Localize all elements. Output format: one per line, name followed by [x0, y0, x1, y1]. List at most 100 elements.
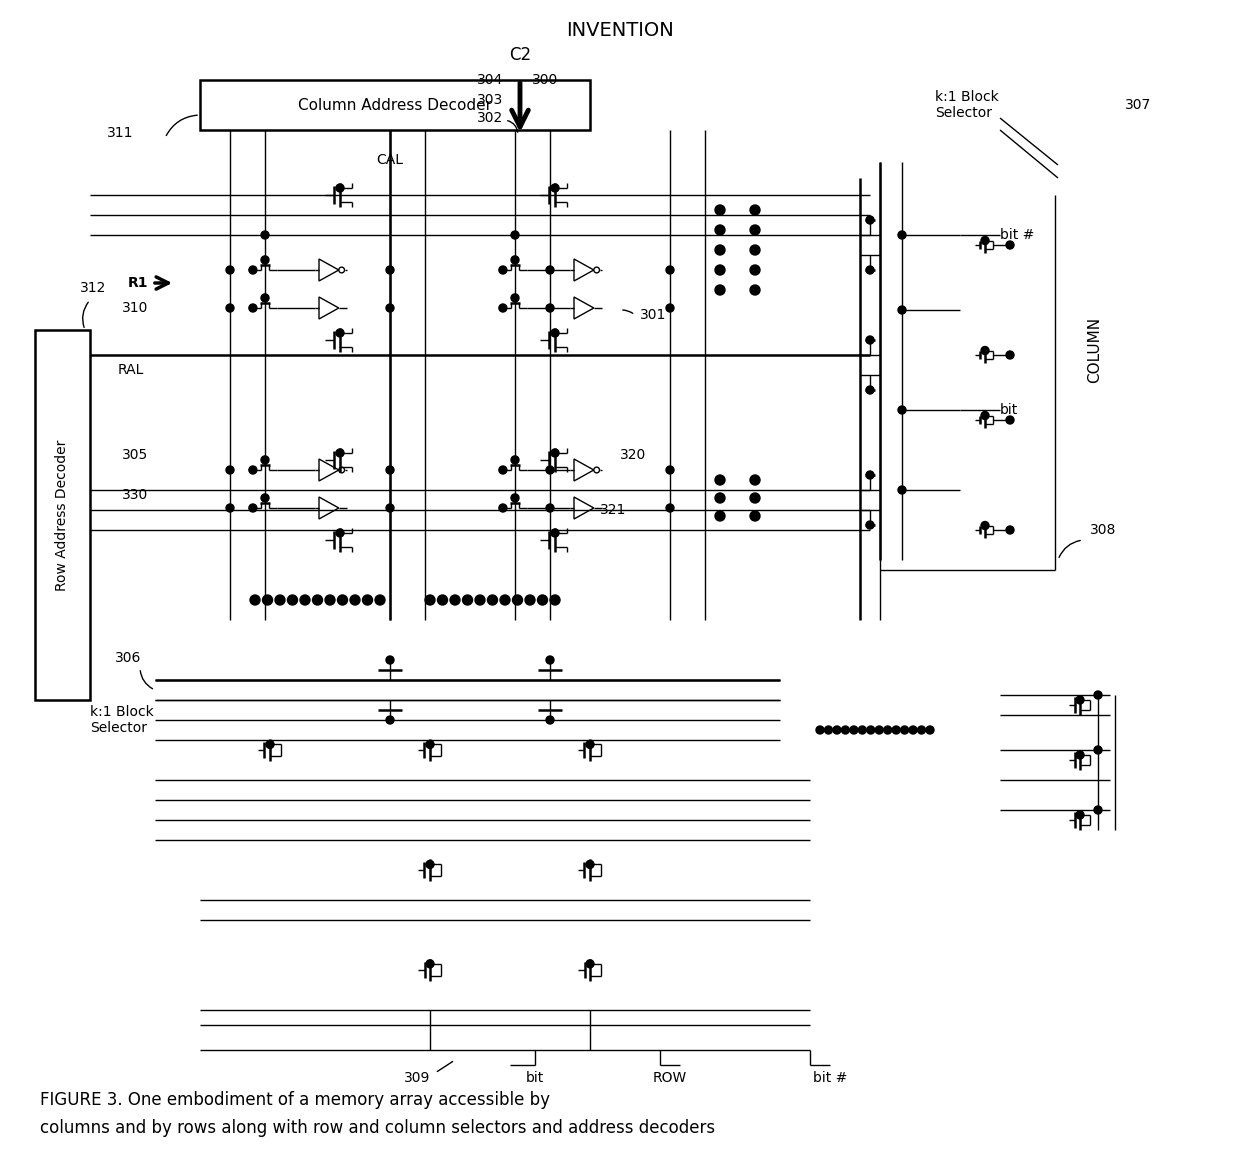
Circle shape	[715, 264, 725, 275]
Circle shape	[260, 294, 269, 302]
Circle shape	[249, 266, 257, 274]
Text: 320: 320	[620, 448, 646, 462]
Circle shape	[816, 727, 825, 734]
Circle shape	[1076, 811, 1084, 819]
Circle shape	[249, 304, 257, 312]
Circle shape	[350, 596, 360, 605]
Circle shape	[336, 329, 343, 337]
Circle shape	[551, 449, 559, 457]
Circle shape	[267, 741, 274, 749]
Circle shape	[498, 504, 507, 512]
Circle shape	[918, 727, 925, 734]
Circle shape	[425, 596, 435, 605]
Circle shape	[500, 596, 510, 605]
Text: INVENTION: INVENTION	[567, 21, 673, 40]
Circle shape	[715, 205, 725, 215]
Circle shape	[551, 529, 559, 537]
FancyArrowPatch shape	[1059, 541, 1080, 557]
Text: 300: 300	[532, 73, 558, 87]
Circle shape	[511, 456, 520, 463]
Circle shape	[1094, 691, 1102, 698]
Circle shape	[666, 304, 675, 312]
Circle shape	[715, 285, 725, 295]
Circle shape	[875, 727, 883, 734]
Text: 304: 304	[477, 73, 503, 87]
Bar	[35, 330, 91, 700]
Circle shape	[750, 475, 760, 486]
Circle shape	[427, 741, 434, 749]
Text: 301: 301	[640, 308, 666, 322]
Circle shape	[226, 304, 234, 312]
Circle shape	[511, 256, 520, 264]
Circle shape	[666, 266, 675, 274]
Text: k:1 Block
Selector: k:1 Block Selector	[935, 90, 998, 121]
Circle shape	[666, 466, 675, 474]
Circle shape	[386, 304, 394, 312]
Circle shape	[715, 511, 725, 521]
Circle shape	[249, 504, 257, 512]
Text: bit #: bit #	[812, 1071, 847, 1085]
Circle shape	[898, 406, 906, 414]
Text: R1: R1	[128, 276, 148, 290]
Circle shape	[587, 860, 594, 868]
Text: columns and by rows along with row and column selectors and address decoders: columns and by rows along with row and c…	[40, 1119, 715, 1137]
Circle shape	[463, 596, 472, 605]
Circle shape	[427, 959, 434, 968]
Circle shape	[1006, 351, 1014, 359]
Circle shape	[1006, 417, 1014, 424]
Circle shape	[475, 596, 485, 605]
Circle shape	[260, 456, 269, 463]
Circle shape	[715, 493, 725, 503]
FancyArrowPatch shape	[166, 115, 197, 136]
Circle shape	[249, 466, 257, 474]
Circle shape	[587, 741, 594, 749]
Circle shape	[362, 596, 372, 605]
Circle shape	[1006, 526, 1014, 534]
Text: 330: 330	[122, 488, 148, 502]
Text: 308: 308	[1090, 523, 1116, 537]
Circle shape	[866, 386, 874, 394]
Circle shape	[1006, 241, 1014, 249]
Circle shape	[551, 596, 560, 605]
Circle shape	[336, 529, 343, 537]
Circle shape	[511, 294, 520, 302]
Circle shape	[898, 486, 906, 494]
Circle shape	[849, 727, 858, 734]
Circle shape	[926, 727, 934, 734]
Circle shape	[438, 596, 448, 605]
Text: COLUMN: COLUMN	[1087, 317, 1102, 383]
Circle shape	[666, 504, 675, 512]
Circle shape	[898, 307, 906, 314]
FancyArrowPatch shape	[140, 670, 153, 689]
Circle shape	[511, 230, 520, 239]
Circle shape	[551, 329, 559, 337]
Circle shape	[275, 596, 285, 605]
Circle shape	[512, 596, 522, 605]
Circle shape	[1076, 751, 1084, 759]
Circle shape	[750, 245, 760, 255]
Circle shape	[892, 727, 900, 734]
Circle shape	[858, 727, 867, 734]
Circle shape	[386, 656, 394, 665]
Circle shape	[715, 245, 725, 255]
Circle shape	[981, 236, 990, 245]
Text: RAL: RAL	[118, 363, 144, 377]
Circle shape	[498, 266, 507, 274]
Circle shape	[750, 225, 760, 235]
Circle shape	[487, 596, 497, 605]
Circle shape	[337, 596, 347, 605]
Circle shape	[1094, 746, 1102, 753]
Circle shape	[750, 264, 760, 275]
Circle shape	[386, 266, 394, 274]
Circle shape	[427, 860, 434, 868]
Circle shape	[715, 475, 725, 486]
Circle shape	[833, 727, 841, 734]
Text: C2: C2	[508, 46, 531, 64]
Circle shape	[981, 522, 990, 530]
Text: bit #: bit #	[999, 228, 1034, 242]
Circle shape	[866, 266, 874, 274]
Circle shape	[537, 596, 548, 605]
Circle shape	[263, 596, 273, 605]
Text: ROW: ROW	[653, 1071, 687, 1085]
Circle shape	[226, 266, 234, 274]
